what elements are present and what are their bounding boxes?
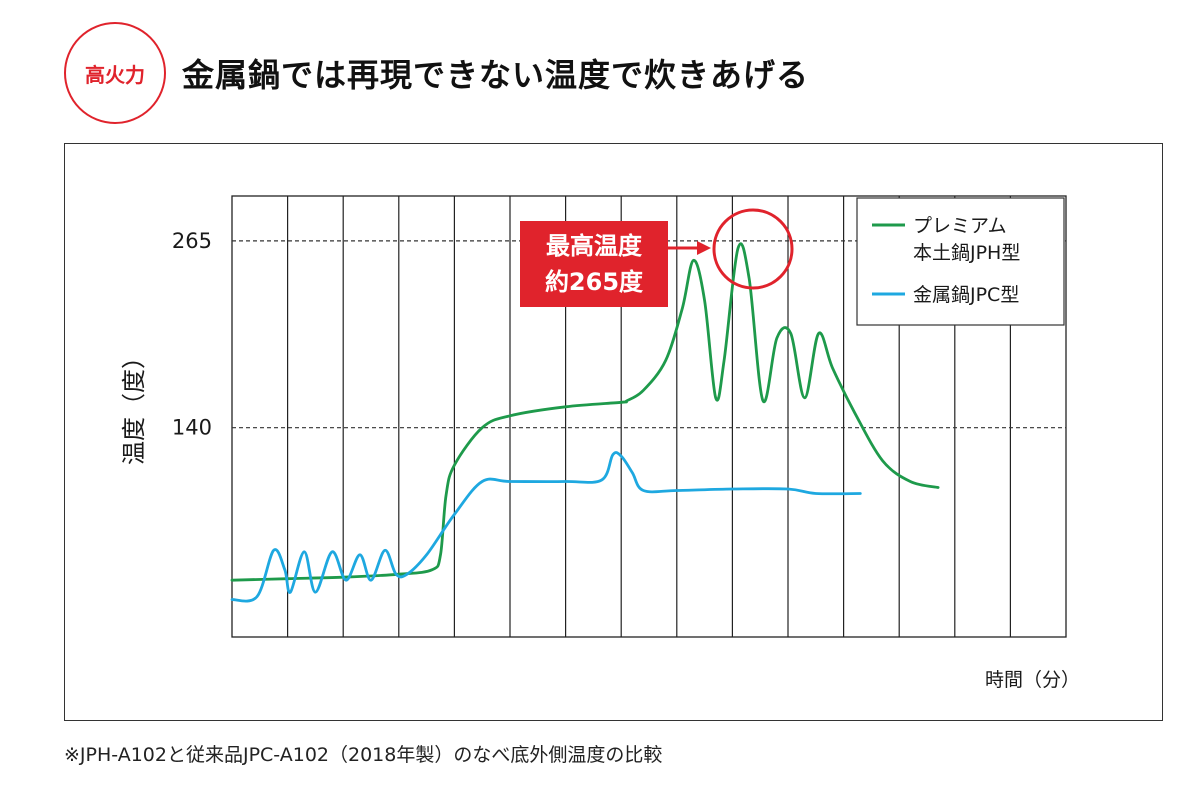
series-line-metal <box>230 451 862 603</box>
callout-box <box>520 221 668 307</box>
high-heat-badge: 高火力 <box>64 22 166 124</box>
plot-area <box>231 195 1067 638</box>
max-temp-callout: 最高温度 約265度 <box>520 208 794 307</box>
legend: プレミアム 本土鍋JPH型 金属鍋JPC型 <box>856 197 1065 326</box>
legend-box <box>856 197 1065 326</box>
callout-line-1: 最高温度 <box>546 232 643 260</box>
page-title: 金属鍋では再現できない温度で炊きあげる <box>182 56 810 94</box>
callout-arrowhead <box>697 241 711 255</box>
callout-line-2: 約265度 <box>545 268 644 296</box>
chart-frame <box>64 143 1163 721</box>
y-axis-label: 温度（度） <box>120 345 148 465</box>
peak-highlight-circle <box>712 208 794 290</box>
y-tick-label-140: 140 <box>172 416 212 440</box>
footnote: ※JPH-A102と従来品JPC-A102（2018年製）のなべ底外側温度の比較 <box>64 744 663 766</box>
series-line-premium <box>230 242 940 582</box>
legend-label-premium-1: プレミアム <box>913 215 1007 237</box>
legend-label-metal: 金属鍋JPC型 <box>913 284 1019 306</box>
x-axis-label: 時間（分） <box>985 669 1080 691</box>
badge-label: 高火力 <box>85 62 145 87</box>
legend-label-premium-2: 本土鍋JPH型 <box>913 242 1020 264</box>
y-tick-label-265: 265 <box>172 229 212 253</box>
